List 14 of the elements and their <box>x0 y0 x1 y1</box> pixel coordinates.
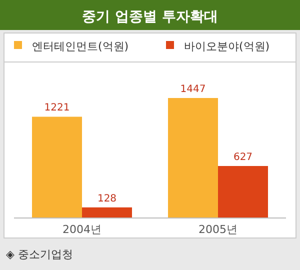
data-label: 1447 <box>180 84 206 95</box>
bar <box>168 98 218 218</box>
chart-title: 중기 업종별 투자확대 <box>82 9 218 25</box>
data-label: 1221 <box>44 102 70 114</box>
data-label: 128 <box>97 193 117 204</box>
bar <box>218 166 268 218</box>
data-label: 627 <box>233 152 253 164</box>
bar <box>82 207 132 218</box>
legend-label: 바이오분야(억원) <box>184 40 270 53</box>
text: ◈ 중소기업청 <box>6 248 73 261</box>
legend-label: 엔터테인먼트(억원) <box>32 40 129 53</box>
bar <box>32 116 82 218</box>
x-tick-label: 2005년 <box>198 223 238 236</box>
x-tick-label: 2004년 <box>62 223 102 236</box>
